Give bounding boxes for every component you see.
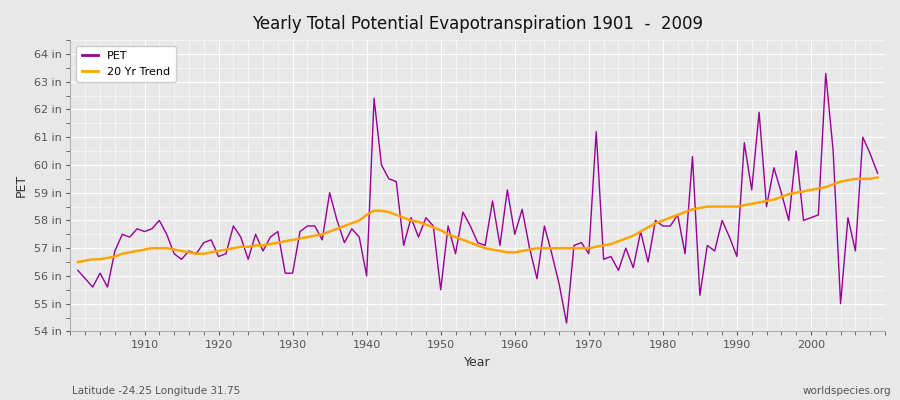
Y-axis label: PET: PET xyxy=(15,174,28,197)
X-axis label: Year: Year xyxy=(464,356,491,369)
Legend: PET, 20 Yr Trend: PET, 20 Yr Trend xyxy=(76,46,176,82)
Title: Yearly Total Potential Evapotranspiration 1901  -  2009: Yearly Total Potential Evapotranspiratio… xyxy=(252,15,703,33)
Text: Latitude -24.25 Longitude 31.75: Latitude -24.25 Longitude 31.75 xyxy=(72,386,240,396)
Text: worldspecies.org: worldspecies.org xyxy=(803,386,891,396)
